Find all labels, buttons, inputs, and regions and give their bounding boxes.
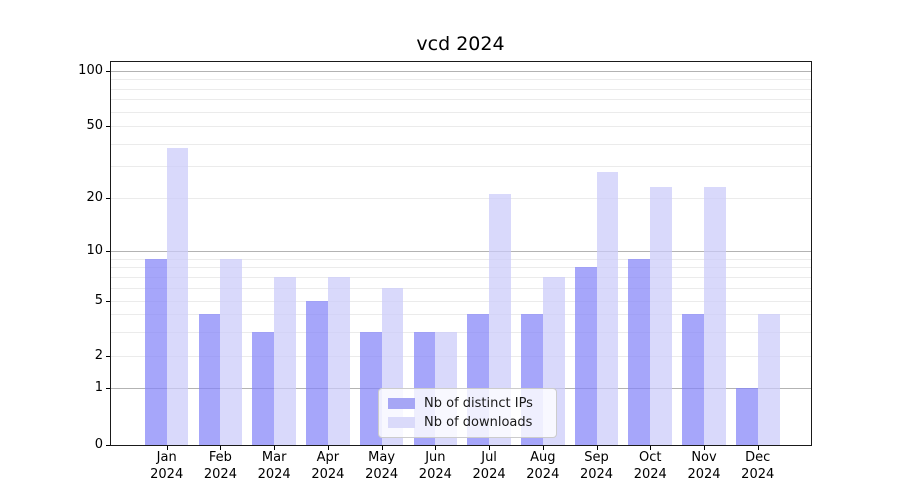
bar-distinct-ips [574,267,597,445]
x-tick-mark [274,446,276,450]
y-tick-mark [106,445,110,446]
y-tick-mark [106,251,110,252]
gridline-minor [111,143,811,145]
bar-downloads [166,147,189,445]
y-tick-mark [106,71,110,72]
x-axis-tick-label: Sep 2024 [579,450,614,482]
y-tick-mark [106,388,110,389]
x-axis-tick-label: Apr 2024 [311,450,345,482]
bar-distinct-ips [628,258,651,445]
gridline-minor [111,258,811,260]
x-axis-tick-label: Oct 2024 [633,450,667,482]
x-tick-mark [220,446,222,450]
x-axis-tick-label: Aug 2024 [526,450,560,482]
bar-distinct-ips [252,331,275,445]
bar-distinct-ips [682,314,704,445]
x-tick-mark [542,446,544,450]
bar-downloads [596,171,619,445]
x-tick-mark [166,446,168,450]
bar-distinct-ips [735,388,758,445]
legend-label-distinct-ips: Nb of distinct IPs [424,396,533,411]
bar-downloads [327,276,350,445]
y-tick-mark [106,301,110,302]
gridline-minor [111,267,811,269]
y-axis-tick-label: 100 [78,63,103,78]
y-axis-tick-label: 10 [86,243,103,258]
bar-distinct-ips [359,331,382,445]
gridline-major [111,71,811,72]
legend-swatch-distinct-ips [388,398,415,409]
y-tick-mark [106,198,110,199]
gridline-minor [111,331,811,333]
legend-entry-distinct-ips: Nb of distinct IPs [388,396,547,411]
gridline-minor [111,301,811,302]
bar-downloads [220,258,243,445]
x-axis-tick-label: Mar 2024 [257,450,291,482]
x-tick-mark [757,446,759,450]
gridline-minor [111,111,811,113]
x-tick-mark [435,446,437,450]
gridline-minor [111,166,811,168]
x-tick-mark [704,446,705,450]
x-axis-tick-label: Dec 2024 [741,450,775,482]
bar-downloads [489,194,511,445]
y-axis-tick-label: 0 [94,437,103,452]
y-axis-tick-label: 5 [94,293,103,308]
x-tick-mark [381,446,383,450]
x-tick-mark [489,446,491,450]
y-axis-tick-label: 50 [86,118,103,133]
legend: Nb of distinct IPs Nb of downloads [378,388,557,438]
x-axis-tick-label: Jun 2024 [418,450,452,482]
legend-label-downloads: Nb of downloads [424,415,533,430]
gridline-minor [111,126,811,127]
y-axis-tick-label: 2 [94,348,103,363]
x-tick-mark [327,446,329,450]
gridline-minor [111,276,811,278]
x-tick-mark [650,446,652,450]
gridline-minor [111,287,811,289]
bar-downloads [757,314,780,445]
gridline-minor [111,79,811,81]
x-axis-tick-label: Jan 2024 [150,450,184,482]
x-axis-tick-label: Feb 2024 [203,450,237,482]
y-tick-mark [106,126,110,127]
gridline-minor [111,198,811,199]
bar-downloads [274,276,296,445]
legend-entry-downloads: Nb of downloads [388,415,547,430]
gridline-minor [111,88,811,90]
bar-distinct-ips [306,301,328,445]
x-axis-tick-label: Nov 2024 [687,450,721,482]
bar-downloads [650,187,673,445]
x-tick-mark [596,446,598,450]
gridline-major [111,251,811,252]
bar-distinct-ips [198,314,221,445]
legend-swatch-downloads [388,417,415,428]
gridline-minor [111,99,811,101]
plot-area [110,61,812,446]
bar-distinct-ips [144,258,167,445]
y-tick-mark [106,356,110,357]
y-axis-tick-label: 20 [86,190,103,205]
x-axis-tick-label: Jul 2024 [472,450,506,482]
gridline-minor [111,356,811,357]
bar-downloads [704,187,726,445]
gridline-minor [111,314,811,316]
chart-title: vcd 2024 [416,33,505,55]
x-axis-tick-label: May 2024 [365,450,399,482]
y-axis-tick-label: 1 [94,380,103,395]
